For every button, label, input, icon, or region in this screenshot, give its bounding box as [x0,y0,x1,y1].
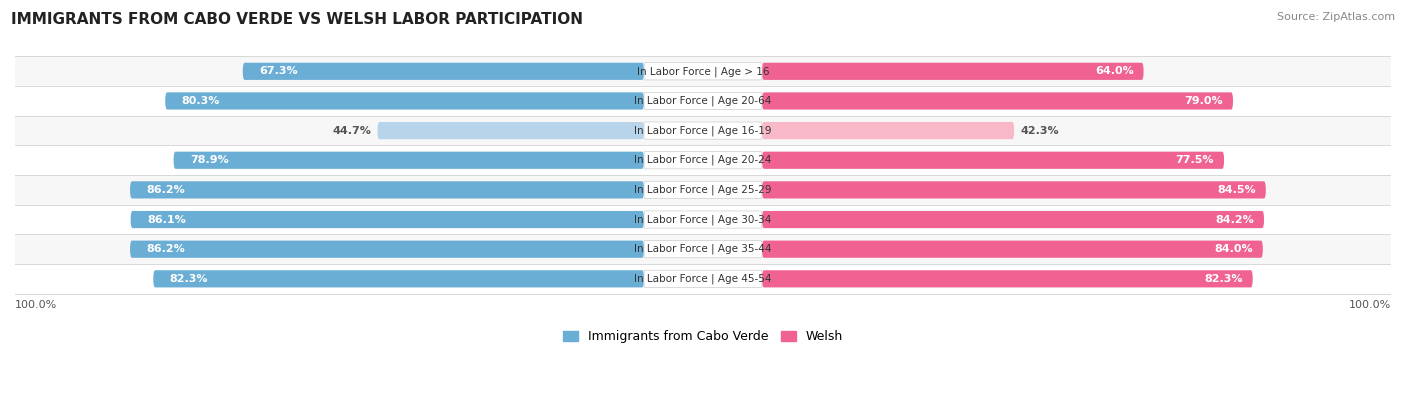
Text: 100.0%: 100.0% [15,300,58,310]
FancyBboxPatch shape [762,152,1225,169]
FancyBboxPatch shape [644,241,762,258]
FancyBboxPatch shape [153,270,644,288]
Text: 100.0%: 100.0% [1348,300,1391,310]
FancyBboxPatch shape [166,92,644,109]
Text: 82.3%: 82.3% [170,274,208,284]
Text: In Labor Force | Age 16-19: In Labor Force | Age 16-19 [634,125,772,136]
Text: In Labor Force | Age 30-34: In Labor Force | Age 30-34 [634,214,772,225]
Text: In Labor Force | Age 35-44: In Labor Force | Age 35-44 [634,244,772,254]
FancyBboxPatch shape [644,181,762,199]
Legend: Immigrants from Cabo Verde, Welsh: Immigrants from Cabo Verde, Welsh [558,325,848,348]
Text: 84.2%: 84.2% [1215,214,1254,224]
Text: 64.0%: 64.0% [1095,66,1133,76]
Text: 42.3%: 42.3% [1021,126,1059,135]
FancyBboxPatch shape [644,92,762,109]
FancyBboxPatch shape [762,270,1253,288]
FancyBboxPatch shape [644,270,762,288]
FancyBboxPatch shape [129,181,644,199]
FancyBboxPatch shape [129,241,644,258]
Text: 78.9%: 78.9% [190,155,229,165]
FancyBboxPatch shape [243,63,644,80]
Text: 82.3%: 82.3% [1205,274,1243,284]
Text: In Labor Force | Age 25-29: In Labor Force | Age 25-29 [634,184,772,195]
FancyBboxPatch shape [131,211,644,228]
Bar [0,175,1406,205]
FancyBboxPatch shape [644,211,762,228]
FancyBboxPatch shape [644,152,762,169]
Text: In Labor Force | Age 45-54: In Labor Force | Age 45-54 [634,274,772,284]
Text: 84.5%: 84.5% [1218,185,1256,195]
Text: In Labor Force | Age 20-64: In Labor Force | Age 20-64 [634,96,772,106]
FancyBboxPatch shape [762,211,1264,228]
Text: 67.3%: 67.3% [259,66,298,76]
Text: 84.0%: 84.0% [1215,244,1253,254]
Text: 80.3%: 80.3% [181,96,219,106]
Bar [0,205,1406,234]
Bar [0,86,1406,116]
FancyBboxPatch shape [173,152,644,169]
Text: 86.2%: 86.2% [146,185,186,195]
Bar [0,116,1406,145]
Bar [0,56,1406,86]
Text: In Labor Force | Age > 16: In Labor Force | Age > 16 [637,66,769,77]
FancyBboxPatch shape [644,63,762,80]
Bar [0,145,1406,175]
Text: 79.0%: 79.0% [1185,96,1223,106]
Text: Source: ZipAtlas.com: Source: ZipAtlas.com [1277,12,1395,22]
Bar [0,264,1406,293]
Text: In Labor Force | Age 20-24: In Labor Force | Age 20-24 [634,155,772,166]
Text: 86.1%: 86.1% [148,214,186,224]
Text: 86.2%: 86.2% [146,244,186,254]
FancyBboxPatch shape [762,63,1143,80]
FancyBboxPatch shape [762,122,1014,139]
FancyBboxPatch shape [377,122,644,139]
Text: IMMIGRANTS FROM CABO VERDE VS WELSH LABOR PARTICIPATION: IMMIGRANTS FROM CABO VERDE VS WELSH LABO… [11,12,583,27]
FancyBboxPatch shape [762,181,1265,199]
FancyBboxPatch shape [644,122,762,139]
Bar [0,234,1406,264]
FancyBboxPatch shape [762,92,1233,109]
Text: 44.7%: 44.7% [332,126,371,135]
Text: 77.5%: 77.5% [1175,155,1215,165]
FancyBboxPatch shape [762,241,1263,258]
